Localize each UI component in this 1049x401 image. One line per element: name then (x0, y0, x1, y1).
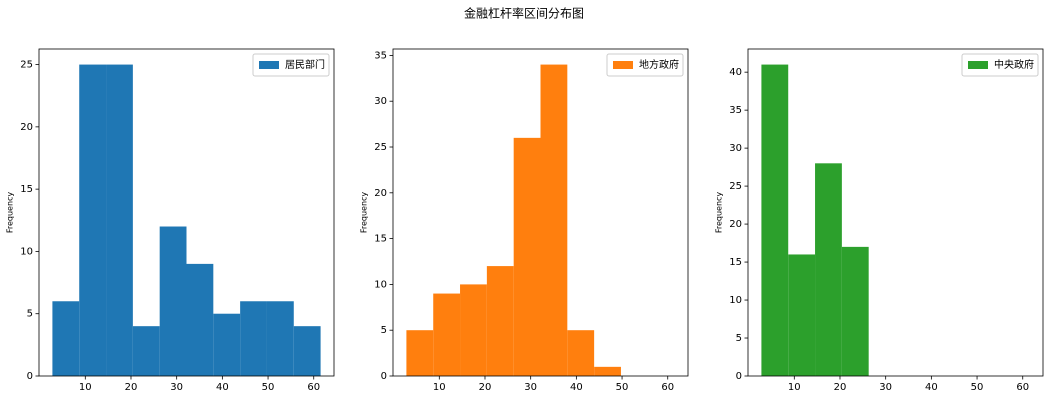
y-tick-label: 30 (729, 143, 742, 154)
legend-swatch (613, 61, 633, 69)
y-tick-label: 5 (27, 309, 33, 320)
y-tick-label: 0 (736, 371, 742, 382)
y-tick-label: 0 (381, 371, 387, 382)
y-axis-label: Frequency (360, 192, 369, 234)
x-tick-label: 10 (79, 382, 92, 393)
x-tick-label: 40 (216, 382, 229, 393)
y-tick-label: 35 (374, 50, 387, 61)
bar (567, 330, 595, 376)
y-tick-label: 10 (20, 246, 33, 257)
legend-label: 居民部门 (285, 58, 325, 71)
figure-title: 金融杠杆率区间分布图 (464, 6, 584, 21)
bar (788, 254, 816, 376)
bar (159, 226, 187, 376)
x-tick-label: 50 (262, 382, 275, 393)
x-tick-label: 60 (307, 382, 320, 393)
x-tick-label: 60 (661, 382, 674, 393)
bar (186, 263, 214, 376)
x-tick-label: 60 (1016, 382, 1029, 393)
y-tick-label: 10 (374, 279, 387, 290)
bar (486, 266, 514, 376)
legend-swatch (259, 61, 279, 69)
y-tick-label: 15 (729, 257, 742, 268)
y-tick-label: 15 (374, 234, 387, 245)
bar (594, 366, 621, 376)
y-tick-label: 5 (381, 325, 387, 336)
bar (106, 64, 133, 377)
bar (815, 163, 842, 376)
x-tick-label: 50 (971, 382, 984, 393)
bar (761, 64, 789, 377)
y-tick-label: 25 (20, 60, 33, 71)
x-tick-label: 30 (524, 382, 537, 393)
axes-frame (747, 48, 1044, 377)
legend-box (606, 53, 684, 77)
x-tick-label: 20 (479, 382, 492, 393)
legend-swatch (968, 61, 988, 69)
y-tick-label: 20 (729, 219, 742, 230)
y-tick-label: 25 (374, 142, 387, 153)
x-tick-label: 20 (125, 382, 138, 393)
legend-box (961, 53, 1039, 77)
x-tick-label: 40 (925, 382, 938, 393)
bar (240, 301, 267, 376)
bar (52, 301, 80, 376)
bar (293, 326, 321, 376)
y-tick-label: 10 (729, 295, 742, 306)
bar (433, 293, 461, 376)
axes-frame (392, 48, 689, 377)
y-tick-label: 40 (729, 67, 742, 78)
y-tick-label: 5 (736, 333, 742, 344)
bar (540, 64, 568, 377)
legend-label: 中央政府 (994, 58, 1034, 71)
bar (406, 330, 434, 376)
y-axis-label: Frequency (6, 192, 15, 234)
bar (213, 313, 241, 376)
bar (132, 326, 160, 376)
y-tick-label: 20 (20, 122, 33, 133)
y-axis-label: Frequency (715, 192, 724, 234)
x-tick-label: 10 (788, 382, 801, 393)
y-tick-label: 20 (374, 188, 387, 199)
y-tick-label: 0 (27, 371, 33, 382)
axes-frame (38, 48, 335, 377)
y-tick-label: 35 (729, 105, 742, 116)
bar (266, 301, 294, 376)
y-tick-label: 30 (374, 96, 387, 107)
bar (513, 137, 541, 376)
x-tick-label: 30 (170, 382, 183, 393)
x-tick-label: 40 (570, 382, 583, 393)
y-tick-label: 15 (20, 184, 33, 195)
bar (79, 64, 107, 377)
x-tick-label: 50 (616, 382, 629, 393)
bar (460, 284, 487, 376)
legend-label: 地方政府 (639, 58, 679, 71)
bar (841, 246, 869, 376)
legend-box (252, 53, 330, 77)
x-tick-label: 30 (879, 382, 892, 393)
y-tick-label: 25 (729, 181, 742, 192)
x-tick-label: 10 (433, 382, 446, 393)
x-tick-label: 20 (834, 382, 847, 393)
